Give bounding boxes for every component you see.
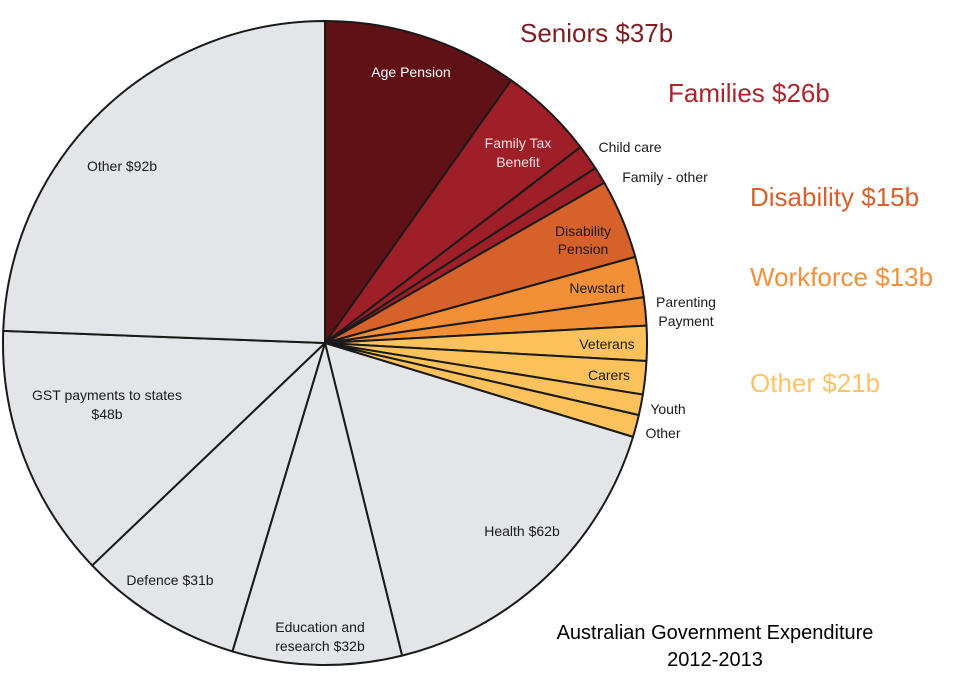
slice-label-carers: Carers bbox=[588, 367, 630, 383]
slice-label-family-tax-benefit-1: Family Tax bbox=[485, 135, 552, 151]
chart-title-line-2: 2012-2013 bbox=[667, 649, 763, 671]
pie-slice-health-62b bbox=[324, 342, 635, 657]
slice-label-age-pension: Age Pension bbox=[371, 64, 450, 80]
pie-slices bbox=[2, 20, 648, 666]
slice-label-other-general: Other $92b bbox=[87, 158, 157, 174]
pie-slice-gst-payments-to-states-48b bbox=[2, 329, 326, 567]
slice-label-disability-pension-2: Pension bbox=[558, 241, 609, 257]
group-label-families: Families $26b bbox=[668, 78, 830, 108]
chart-title-line-1: Australian Government Expenditure bbox=[557, 622, 874, 644]
slice-label-gst-1: GST payments to states bbox=[32, 387, 182, 403]
pie-slice-education-and-research-32b bbox=[231, 342, 404, 666]
slice-label-parenting-payment-1: Parenting bbox=[656, 294, 716, 310]
slice-label-parenting-payment-2: Payment bbox=[658, 313, 713, 329]
pie-slice-other-92b bbox=[2, 20, 326, 344]
group-label-workforce: Workforce $13b bbox=[750, 262, 933, 292]
pie-slice-age-pension bbox=[324, 20, 513, 344]
group-label-other: Other $21b bbox=[750, 368, 880, 398]
slice-label-disability-pension-1: Disability bbox=[555, 223, 611, 239]
group-label-seniors: Seniors $37b bbox=[520, 18, 673, 48]
slice-label-education-2: research $32b bbox=[275, 638, 365, 654]
slice-label-other-welfare: Other bbox=[645, 425, 680, 441]
slice-label-youth: Youth bbox=[650, 401, 685, 417]
slice-label-gst-2: $48b bbox=[91, 406, 122, 422]
slice-label-health: Health $62b bbox=[484, 523, 560, 539]
slice-label-veterans: Veterans bbox=[579, 336, 634, 352]
slice-label-family-other: Family - other bbox=[622, 169, 708, 185]
slice-label-defence: Defence $31b bbox=[126, 572, 213, 588]
slice-label-child-care: Child care bbox=[598, 139, 661, 155]
slice-label-family-tax-benefit-2: Benefit bbox=[496, 154, 540, 170]
group-label-disability: Disability $15b bbox=[750, 182, 919, 212]
slice-label-education-1: Education and bbox=[275, 619, 365, 635]
slice-label-newstart: Newstart bbox=[569, 280, 624, 296]
pie-slice-defence-31b bbox=[91, 342, 326, 653]
